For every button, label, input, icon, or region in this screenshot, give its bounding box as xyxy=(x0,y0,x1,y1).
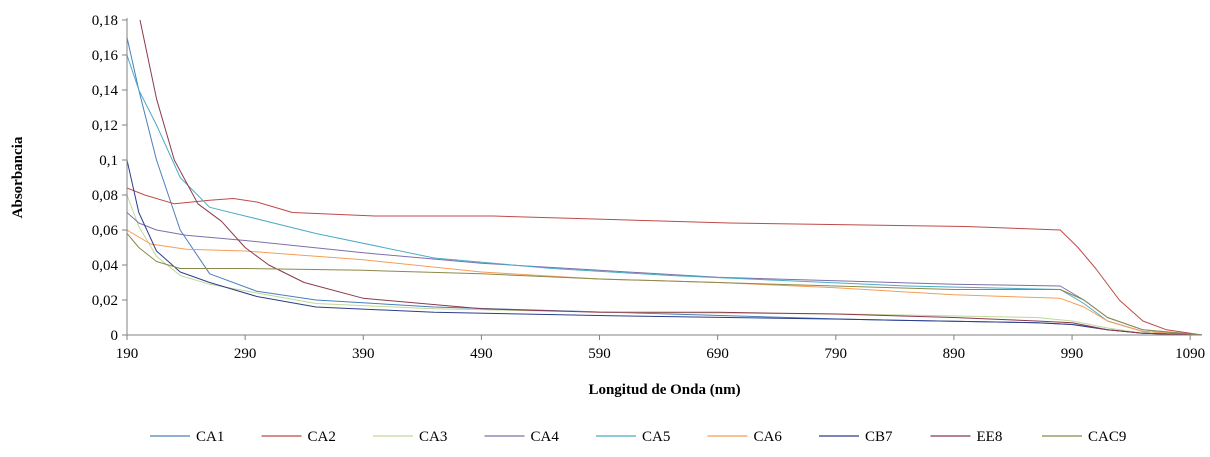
x-tick-label: 890 xyxy=(943,346,966,362)
y-tick-label: 0,02 xyxy=(92,293,118,309)
y-tick-label: 0,14 xyxy=(92,83,119,99)
legend-label: EE8 xyxy=(977,429,1003,445)
y-tick-label: 0,1 xyxy=(99,153,118,169)
legend-item-ca6: CA6 xyxy=(707,429,783,445)
legend-label: CA1 xyxy=(196,429,224,445)
series-line-cac9 xyxy=(126,233,1203,336)
x-tick-label: 190 xyxy=(116,346,139,362)
y-tick-label: 0,06 xyxy=(92,223,119,239)
y-tick-label: 0,18 xyxy=(92,13,118,29)
plot-area xyxy=(126,19,1203,336)
series-line-ca2 xyxy=(126,187,1203,336)
legend-label: CA6 xyxy=(754,429,783,445)
x-tick-label: 390 xyxy=(352,346,375,362)
legend-label: CA3 xyxy=(419,429,447,445)
x-axis-title: Longitud de Onda (nm) xyxy=(588,382,740,398)
series-line-cb7 xyxy=(126,159,1203,336)
legend-item-ca5: CA5 xyxy=(596,429,670,445)
y-tick-label: 0,08 xyxy=(92,188,118,204)
x-tick-label: 1090 xyxy=(1175,346,1205,362)
y-tick-label: 0,16 xyxy=(92,48,119,64)
legend-item-ca3: CA3 xyxy=(373,429,447,445)
legend-label: CA5 xyxy=(642,429,670,445)
x-tick-label: 990 xyxy=(1061,346,1084,362)
x-tick-label: 490 xyxy=(470,346,493,362)
series-line-ca3 xyxy=(126,194,1203,336)
axes xyxy=(126,18,1202,336)
y-tick-labels: 0 0,02 0,04 0,06 0,08 0,1 0,12 0,14 0,16 0,18 xyxy=(92,13,127,344)
legend-label: CA2 xyxy=(308,429,336,445)
series-line-ca1 xyxy=(126,37,1203,336)
y-tick-label: 0,04 xyxy=(92,258,119,274)
legend: CA1 CA2 CA3 CA4 CA5 CA6 CB7 EE8 CAC9 xyxy=(150,429,1126,445)
legend-item-ee8: EE8 xyxy=(930,429,1003,445)
legend-item-cac9: CAC9 xyxy=(1042,429,1126,445)
legend-label: CAC9 xyxy=(1088,429,1126,445)
x-tick-label: 590 xyxy=(588,346,611,362)
x-tick-labels: 190 290 390 490 590 690 790 890 990 1090 xyxy=(116,335,1205,362)
legend-item-cb7: CB7 xyxy=(819,429,893,445)
legend-label: CA4 xyxy=(531,429,560,445)
legend-label: CB7 xyxy=(865,429,893,445)
x-tick-label: 690 xyxy=(706,346,729,362)
series-line-ca6 xyxy=(126,229,1203,336)
x-tick-label: 790 xyxy=(825,346,848,362)
legend-item-ca4: CA4 xyxy=(484,429,560,445)
y-axis-title: Absorbancia xyxy=(10,136,26,218)
legend-item-ca2: CA2 xyxy=(261,429,336,445)
y-tick-label: 0,12 xyxy=(92,118,118,134)
series-line-ca5 xyxy=(126,54,1203,336)
series-line-ee8 xyxy=(139,19,1203,336)
y-tick-label: 0 xyxy=(111,328,119,344)
legend-item-ca1: CA1 xyxy=(150,429,224,445)
x-tick-label: 290 xyxy=(234,346,257,362)
